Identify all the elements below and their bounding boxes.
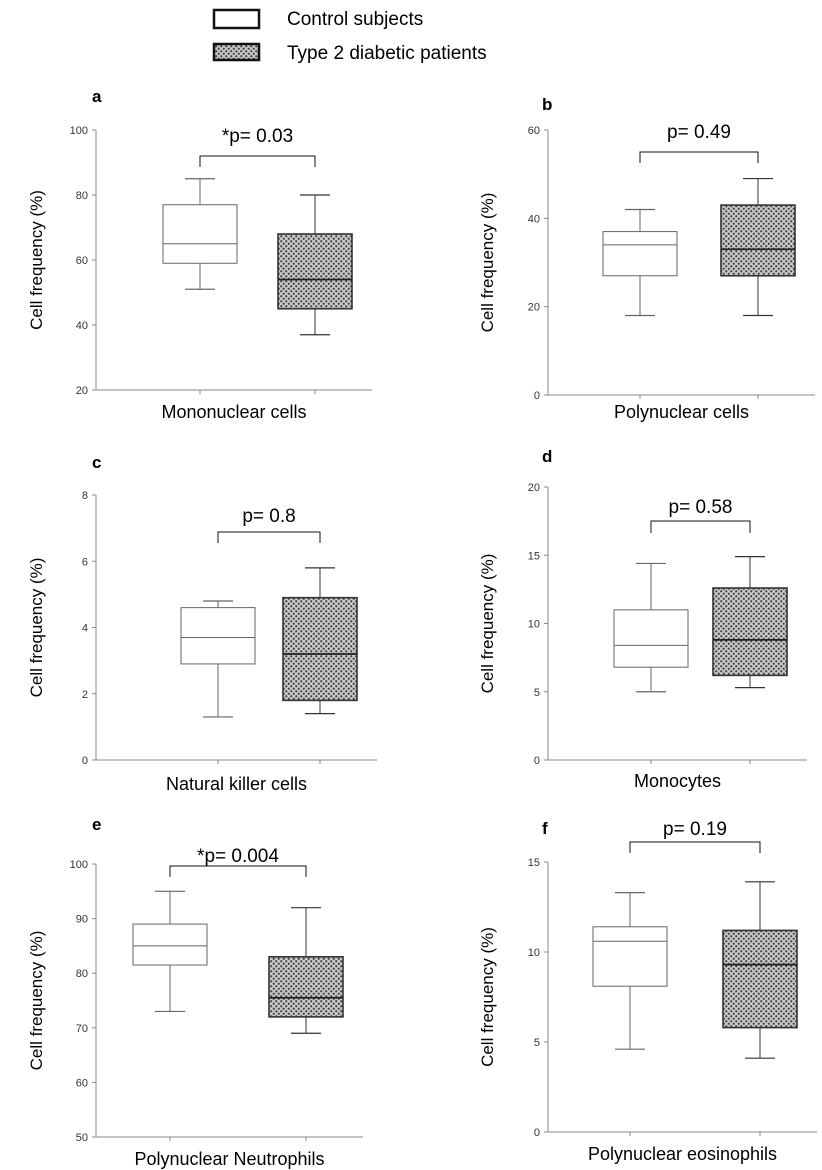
box-iqr (132, 923, 208, 966)
legend-label-diabetic: Type 2 diabetic patients (287, 43, 487, 64)
y-tick-label: 40 (528, 213, 540, 225)
y-tick-label: 2 (82, 689, 88, 701)
p-value: p= 0.19 (663, 819, 727, 840)
legend-label-control: Control subjects (287, 9, 423, 30)
panel-letter: f (542, 819, 548, 838)
box-iqr (722, 929, 798, 1029)
box-diabetic (277, 194, 353, 336)
y-tick-label: 15 (528, 550, 540, 562)
y-axis-label: Cell frequency (%) (27, 190, 46, 330)
y-tick-label: 20 (528, 302, 540, 314)
x-axis-label: Polynuclear cells (614, 402, 749, 422)
y-tick-label: 10 (528, 619, 540, 631)
x-axis-label: Monocytes (634, 771, 721, 791)
legend-swatch-diabetic (212, 42, 261, 62)
significance-bracket (199, 155, 316, 167)
y-tick-label: 6 (82, 556, 88, 568)
y-tick-label: 10 (528, 947, 540, 959)
x-axis-label: Polynuclear Neutrophils (134, 1149, 324, 1169)
y-tick-label: 60 (76, 1077, 88, 1089)
panel-b: b 0 20 40 60 p= 0.49 Polynuclear cells Cell fre… (478, 95, 815, 422)
y-tick-label: 4 (82, 623, 88, 635)
box-iqr (712, 587, 788, 677)
y-tick-label: 100 (70, 125, 88, 137)
box-diabetic (712, 556, 788, 689)
significance-bracket (650, 520, 751, 533)
box-control (132, 890, 208, 1013)
box-control (162, 178, 238, 290)
box-iqr (268, 956, 344, 1018)
box-control (602, 208, 678, 317)
y-tick-label: 8 (82, 490, 88, 502)
y-tick-label: 100 (70, 859, 88, 871)
p-value: p= 0.58 (669, 497, 733, 518)
x-axis-label: Polynuclear eosinophils (588, 1144, 777, 1164)
box-iqr (592, 926, 668, 987)
box-diabetic (268, 907, 344, 1034)
box-control (613, 562, 689, 693)
y-tick-label: 90 (76, 914, 88, 926)
panel-letter: d (542, 447, 552, 466)
y-tick-label: 0 (82, 755, 88, 767)
box-diabetic (722, 881, 798, 1059)
y-tick-label: 40 (76, 320, 88, 332)
panel-letter: b (542, 95, 552, 114)
p-value: p= 0.49 (667, 122, 731, 143)
significance-bracket (217, 531, 321, 543)
box-control (592, 891, 668, 1050)
legend: Control subjects Type 2 diabetic patient… (212, 8, 487, 64)
y-tick-label: 0 (534, 390, 540, 402)
y-tick-label: 80 (76, 190, 88, 202)
p-value: p= 0.8 (242, 506, 295, 527)
panel-d: d 0 5 10 15 20 p= 0.58 Monocytes Cell frequency … (478, 447, 807, 791)
box-iqr (162, 204, 238, 264)
box-iqr (720, 204, 796, 277)
y-tick-label: 60 (528, 125, 540, 137)
y-axis-label: Cell frequency (%) (478, 927, 497, 1067)
y-tick-label: 5 (534, 1037, 540, 1049)
y-tick-label: 15 (528, 857, 540, 869)
y-tick-label: 70 (76, 1023, 88, 1035)
box-iqr (613, 609, 689, 668)
y-tick-label: 5 (534, 687, 540, 699)
y-tick-label: 60 (76, 255, 88, 267)
panel-letter: c (92, 453, 101, 472)
panel-letter: a (92, 87, 102, 106)
box-diabetic (282, 567, 358, 715)
box-iqr (180, 607, 256, 665)
y-tick-label: 20 (528, 482, 540, 494)
panel-letter: e (92, 815, 101, 834)
box-iqr (602, 231, 678, 277)
box-iqr (277, 233, 353, 310)
y-axis-label: Cell frequency (%) (478, 554, 497, 694)
y-tick-label: 0 (534, 1127, 540, 1139)
y-tick-label: 0 (534, 755, 540, 767)
p-value: *p= 0.03 (222, 126, 293, 147)
y-tick-label: 20 (76, 385, 88, 397)
significance-bracket (629, 841, 761, 853)
p-value: *p= 0.004 (197, 846, 279, 867)
panel-c: c 0 2 4 6 8 p= 0.8 Natural killer cells Cell fre… (27, 453, 377, 794)
y-tick-label: 80 (76, 968, 88, 980)
panel-e: e 50 60 70 80 90 100 *p= 0.004 Polynuclear Neutr… (27, 815, 363, 1169)
x-axis-label: Mononuclear cells (161, 402, 306, 422)
y-axis-label: Cell frequency (%) (27, 931, 46, 1071)
panel-f: f 0 5 10 15 p= 0.19 Polynuclear eosinophils Cel… (478, 819, 817, 1164)
significance-bracket (169, 865, 307, 877)
legend-swatch-control (212, 8, 261, 30)
box-iqr (282, 596, 358, 702)
significance-bracket (639, 151, 759, 163)
y-axis-label: Cell frequency (%) (478, 193, 497, 333)
box-diabetic (720, 177, 796, 317)
panel-a: a 20 40 60 80 100 *p= 0.03 Mononuclear cells Cel… (27, 87, 372, 422)
y-tick-label: 50 (76, 1132, 88, 1144)
x-axis-label: Natural killer cells (166, 774, 307, 794)
y-axis-label: Cell frequency (%) (27, 558, 46, 698)
box-control (180, 600, 256, 718)
